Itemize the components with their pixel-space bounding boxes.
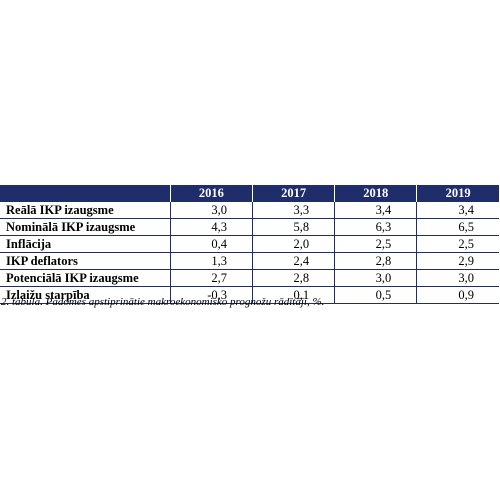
table-cell: 3,3: [251, 201, 335, 219]
header-corner-cell: [0, 185, 171, 202]
table-cell: 6,5: [416, 218, 499, 236]
table-cell: 2,5: [416, 235, 499, 253]
table-row: Potenciālā IKP izaugsme 2,7 2,8 3,0 3,0: [0, 269, 499, 287]
forecast-table: 2016 2017 2018 2019 Reālā IKP izaugsme 3…: [0, 185, 499, 304]
row-label: Nominālā IKP izaugsme: [0, 218, 171, 236]
table-cell: 2,8: [334, 252, 417, 270]
table-cell: 3,0: [416, 269, 499, 287]
header-year-2019: 2019: [416, 185, 499, 202]
table-cell: 2,4: [251, 252, 335, 270]
table-cell: 5,8: [251, 218, 335, 236]
row-label: Inflācija: [0, 235, 171, 253]
table-cell: 0,9: [416, 286, 499, 304]
forecast-table-container: 2016 2017 2018 2019 Reālā IKP izaugsme 3…: [0, 185, 499, 304]
table-cell: 2,0: [251, 235, 335, 253]
table-row: Izlaižu starpība -0,3 0,1 0,5 0,9: [0, 286, 499, 304]
header-row: 2016 2017 2018 2019: [0, 185, 499, 202]
table-cell: 2,7: [169, 269, 253, 287]
table-row: Nominālā IKP izaugsme 4,3 5,8 6,3 6,5: [0, 218, 499, 236]
table-cell: 3,4: [416, 201, 499, 219]
table-cell: 3,0: [334, 269, 417, 287]
table-cell: 4,3: [169, 218, 253, 236]
table-cell: 0,1: [251, 286, 335, 304]
table-cell: -0,3: [169, 286, 253, 304]
table-body: Reālā IKP izaugsme 3,0 3,3 3,4 3,4 Nomin…: [0, 201, 499, 304]
header-year-2018: 2018: [334, 185, 417, 202]
table-row: Inflācija 0,4 2,0 2,5 2,5: [0, 235, 499, 253]
row-label: Reālā IKP izaugsme: [0, 201, 171, 219]
table-cell: 2,8: [251, 269, 335, 287]
row-label: Izlaižu starpība: [0, 286, 171, 304]
header-year-2016: 2016: [169, 185, 253, 202]
table-caption: 2. tabula. Padomes apstiprinātie makroek…: [1, 296, 325, 308]
table-cell: 3,0: [169, 201, 253, 219]
table-cell: 2,9: [416, 252, 499, 270]
table-row: IKP deflators 1,3 2,4 2,8 2,9: [0, 252, 499, 270]
table-cell: 2,5: [334, 235, 417, 253]
table-cell: 0,5: [334, 286, 417, 304]
header-year-2017: 2017: [251, 185, 335, 202]
table-cell: 3,4: [334, 201, 417, 219]
row-label: Potenciālā IKP izaugsme: [0, 269, 171, 287]
table-row: Reālā IKP izaugsme 3,0 3,3 3,4 3,4: [0, 201, 499, 219]
table-cell: 0,4: [169, 235, 253, 253]
table-header: 2016 2017 2018 2019: [0, 185, 499, 202]
row-label: IKP deflators: [0, 252, 171, 270]
table-cell: 6,3: [334, 218, 417, 236]
table-cell: 1,3: [169, 252, 253, 270]
